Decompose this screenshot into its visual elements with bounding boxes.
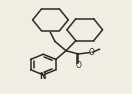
Text: O: O xyxy=(76,61,81,70)
Text: N: N xyxy=(39,72,46,81)
Text: O: O xyxy=(88,48,94,57)
